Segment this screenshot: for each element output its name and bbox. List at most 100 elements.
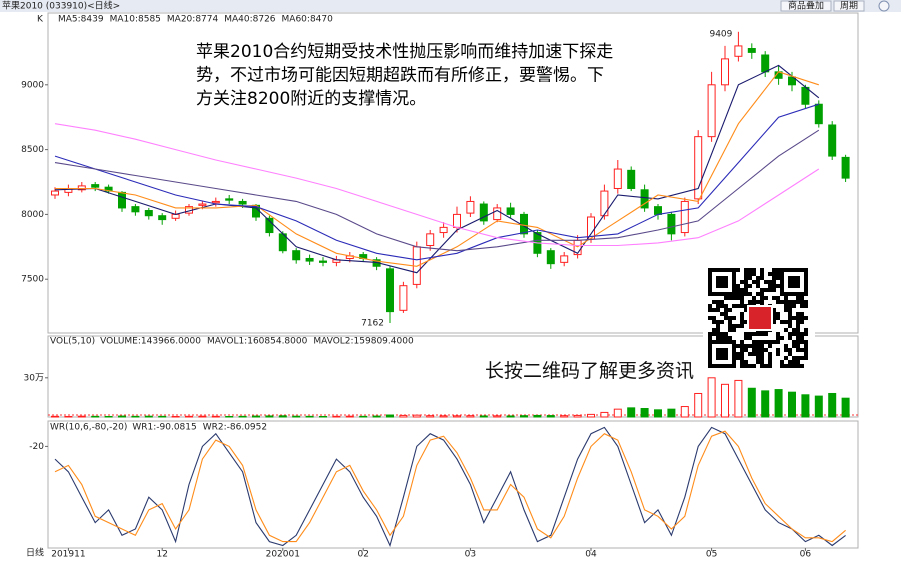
qr-cell (768, 360, 772, 364)
qr-finder-core (716, 348, 728, 360)
qr-finder-core (788, 276, 800, 288)
candle-body (225, 198, 234, 201)
volume-bar (399, 414, 408, 418)
qr-cell (740, 280, 744, 284)
candle-body (439, 226, 448, 234)
qr-cell (712, 320, 716, 324)
candle-body (627, 169, 636, 189)
qr-cell (796, 364, 800, 368)
candle-body (77, 185, 86, 191)
candle-body (292, 250, 301, 261)
volume-bar (814, 395, 823, 418)
overlay-button[interactable] (780, 0, 832, 12)
qr-cell (740, 300, 744, 304)
ma-line (54, 64, 820, 274)
qr-cell (752, 344, 756, 348)
candle-body (493, 207, 502, 221)
qr-cell (708, 316, 712, 320)
x-tick-label: 06 (800, 550, 812, 560)
qr-cell (792, 332, 796, 336)
qr-cell (712, 316, 716, 320)
qr-cell (784, 300, 788, 304)
qr-cell (740, 352, 744, 356)
candle-body (118, 191, 126, 209)
qr-cell (740, 296, 744, 300)
qr-cell (764, 296, 768, 300)
qr-cell (780, 320, 784, 324)
qr-cell (752, 332, 756, 336)
volume-bar (560, 415, 569, 418)
qr-caption: 长按二维码了解更多资讯 (485, 360, 694, 382)
ma-line (54, 123, 820, 247)
wr-line (54, 426, 846, 548)
qr-cell (716, 324, 720, 328)
qr-cell (736, 356, 740, 360)
qr-cell (716, 304, 720, 308)
x-tick-label: 201911 (51, 550, 85, 560)
qr-cell (720, 336, 724, 340)
qr-cell (760, 348, 764, 352)
qr-cell (804, 352, 808, 356)
qr-cell (764, 348, 768, 352)
qr-cell (756, 352, 760, 356)
qr-cell (748, 276, 752, 280)
qr-cell (744, 280, 748, 284)
candle-body (211, 200, 220, 204)
qr-cell (804, 340, 808, 344)
settings-icon[interactable] (878, 0, 890, 12)
legend-entry: MA60:8470 (282, 15, 334, 25)
qr-cell (764, 340, 768, 344)
period-button-label[interactable]: 周期 (840, 1, 858, 12)
qr-cell (760, 292, 764, 296)
qr-cell (716, 308, 720, 312)
qr-cell (752, 280, 756, 284)
qr-cell (724, 308, 728, 312)
qr-cell (740, 360, 744, 364)
candle-body (506, 207, 515, 215)
legend-entry: MA10:8585 (110, 15, 161, 25)
qr-cell (724, 304, 728, 308)
qr-cell (744, 336, 748, 340)
volume-bar (91, 415, 100, 418)
volume-bar (51, 415, 59, 418)
qr-cell (776, 340, 780, 344)
overlay-button-label[interactable]: 商品叠加 (788, 0, 824, 12)
qr-cell (748, 300, 752, 304)
qr-cell (800, 356, 804, 360)
volume-bar (158, 415, 167, 418)
legend-entry: MA5:8439 (58, 15, 104, 25)
qr-cell (792, 360, 796, 364)
qr-cell (724, 332, 728, 336)
qr-cell (744, 292, 748, 296)
qr-cell (800, 300, 804, 304)
qr-cell (724, 312, 728, 316)
qr-cell (796, 320, 800, 324)
candle-body (801, 86, 810, 105)
qr-cell (788, 352, 792, 356)
candle-body (51, 190, 59, 196)
volume-bar (707, 377, 716, 418)
qr-cell (756, 344, 760, 348)
qr-cell (796, 296, 800, 300)
candle-body (667, 213, 676, 235)
qr-cell (744, 272, 748, 276)
qr-cell (772, 280, 776, 284)
qr-cell (800, 316, 804, 320)
period-button[interactable] (833, 0, 865, 12)
wr-line (54, 430, 846, 543)
qr-cell (796, 300, 800, 304)
qr-cell (720, 300, 724, 304)
qr-cell (788, 320, 792, 324)
qr-cell (768, 364, 772, 368)
qr-cell (788, 316, 792, 320)
y-tick-label: 8500 (21, 145, 44, 155)
qr-cell (784, 320, 788, 324)
volume-bar (171, 415, 180, 418)
panel-label: K (37, 15, 44, 25)
qr-cell (732, 324, 736, 328)
qr-cell (780, 300, 784, 304)
legend-entry: MA20:8774 (167, 15, 219, 25)
qr-cell (716, 328, 720, 332)
qr-cell (768, 272, 772, 276)
qr-cell (740, 344, 744, 348)
